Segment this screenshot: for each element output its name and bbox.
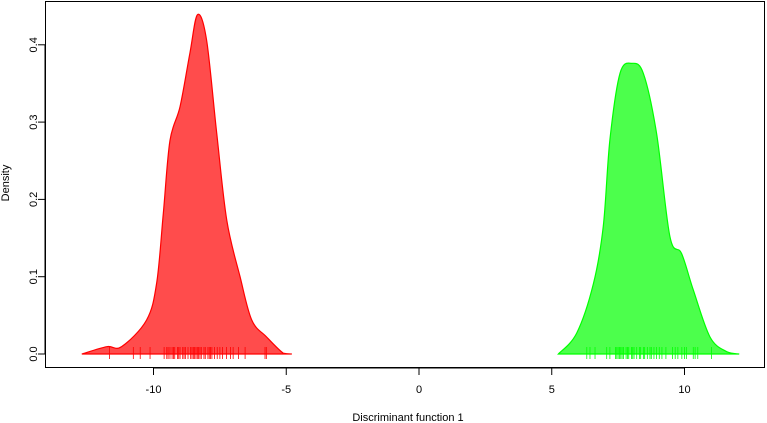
density-area-1 [557,62,740,355]
y-tick-label: 0.4 [28,37,40,52]
series-layer [81,13,740,359]
x-tick-label: -10 [146,384,162,396]
y-axis-label: Density [0,164,12,201]
y-tick-label: 0.3 [28,114,40,129]
x-tick-label: 5 [549,384,555,396]
x-tick-label: 10 [678,384,690,396]
y-tick-label: 0.2 [28,192,40,207]
x-axis-label: Discriminant function 1 [352,412,463,423]
x-tick-label: -5 [281,384,291,396]
y-tick-label: 0.1 [28,269,40,284]
x-tick-label: 0 [416,384,422,396]
y-tick-label: 0.0 [28,346,40,361]
density-area-0 [81,13,292,355]
y-axis: 0.0 0.1 0.2 0.3 0.4 [28,37,46,362]
x-axis: -10 -5 0 5 10 [146,367,691,396]
